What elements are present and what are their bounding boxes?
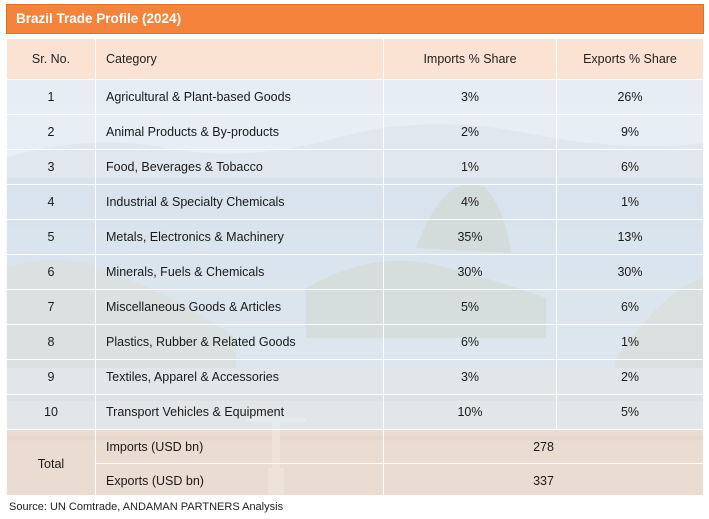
cell-exports-share: 1% <box>556 324 704 360</box>
total-imports-value: 278 <box>383 429 704 464</box>
table-row: 2 Animal Products & By-products 2% 9% <box>6 114 704 150</box>
cell-sr-no: 8 <box>6 324 96 360</box>
header-row: Sr. No. Category Imports % Share Exports… <box>6 38 704 80</box>
cell-sr-no: 6 <box>6 254 96 290</box>
total-imports-row: Total Imports (USD bn) 278 <box>6 429 704 495</box>
cell-category: Miscellaneous Goods & Articles <box>95 289 384 325</box>
table-row: 5 Metals, Electronics & Machinery 35% 13… <box>6 219 704 255</box>
source-note: Source: UN Comtrade, ANDAMAN PARTNERS An… <box>9 501 284 513</box>
cell-sr-no: 9 <box>6 359 96 395</box>
total-exports-value: 337 <box>383 463 704 495</box>
cell-imports-share: 1% <box>383 149 557 185</box>
header-imports-share: Imports % Share <box>383 38 557 80</box>
cell-imports-share: 3% <box>383 79 557 115</box>
cell-sr-no: 5 <box>6 219 96 255</box>
total-exports-label: Exports (USD bn) <box>95 463 384 495</box>
cell-imports-share: 10% <box>383 394 557 430</box>
cell-category: Industrial & Specialty Chemicals <box>95 184 384 220</box>
cell-exports-share: 1% <box>556 184 704 220</box>
cell-category: Transport Vehicles & Equipment <box>95 394 384 430</box>
table-title-bar: Brazil Trade Profile (2024) <box>6 4 704 34</box>
cell-exports-share: 9% <box>556 114 704 150</box>
total-label: Total <box>6 429 96 495</box>
table-row: 7 Miscellaneous Goods & Articles 5% 6% <box>6 289 704 325</box>
table-row: 8 Plastics, Rubber & Related Goods 6% 1% <box>6 324 704 360</box>
cell-sr-no: 4 <box>6 184 96 220</box>
cell-exports-share: 6% <box>556 149 704 185</box>
cell-category: Agricultural & Plant-based Goods <box>95 79 384 115</box>
cell-imports-share: 6% <box>383 324 557 360</box>
total-imports-label: Imports (USD bn) <box>95 429 384 464</box>
table-title: Brazil Trade Profile (2024) <box>16 11 182 26</box>
cell-category: Plastics, Rubber & Related Goods <box>95 324 384 360</box>
cell-imports-share: 35% <box>383 219 557 255</box>
header-sr-no: Sr. No. <box>6 38 96 80</box>
total-exports-row: Exports (USD bn) 337 <box>7 463 704 495</box>
cell-category: Food, Beverages & Tobacco <box>95 149 384 185</box>
cell-imports-share: 2% <box>383 114 557 150</box>
cell-exports-share: 2% <box>556 359 704 395</box>
table-row: 4 Industrial & Specialty Chemicals 4% 1% <box>6 184 704 220</box>
trade-table: Sr. No. Category Imports % Share Exports… <box>6 38 704 495</box>
cell-sr-no: 7 <box>6 289 96 325</box>
table-row: 1 Agricultural & Plant-based Goods 3% 26… <box>6 79 704 115</box>
cell-sr-no: 10 <box>6 394 96 430</box>
table-row: 10 Transport Vehicles & Equipment 10% 5% <box>6 394 704 430</box>
cell-exports-share: 30% <box>556 254 704 290</box>
table-row: 9 Textiles, Apparel & Accessories 3% 2% <box>6 359 704 395</box>
trade-table-container: Sr. No. Category Imports % Share Exports… <box>6 38 704 495</box>
cell-exports-share: 26% <box>556 79 704 115</box>
cell-exports-share: 5% <box>556 394 704 430</box>
cell-exports-share: 13% <box>556 219 704 255</box>
cell-category: Minerals, Fuels & Chemicals <box>95 254 384 290</box>
cell-category: Animal Products & By-products <box>95 114 384 150</box>
cell-category: Textiles, Apparel & Accessories <box>95 359 384 395</box>
header-category: Category <box>95 38 384 80</box>
cell-imports-share: 30% <box>383 254 557 290</box>
cell-exports-share: 6% <box>556 289 704 325</box>
cell-sr-no: 3 <box>6 149 96 185</box>
header-exports-share: Exports % Share <box>556 38 704 80</box>
cell-imports-share: 4% <box>383 184 557 220</box>
table-row: 6 Minerals, Fuels & Chemicals 30% 30% <box>6 254 704 290</box>
cell-category: Metals, Electronics & Machinery <box>95 219 384 255</box>
cell-imports-share: 5% <box>383 289 557 325</box>
cell-sr-no: 1 <box>6 79 96 115</box>
table-row: 3 Food, Beverages & Tobacco 1% 6% <box>6 149 704 185</box>
cell-imports-share: 3% <box>383 359 557 395</box>
cell-sr-no: 2 <box>6 114 96 150</box>
